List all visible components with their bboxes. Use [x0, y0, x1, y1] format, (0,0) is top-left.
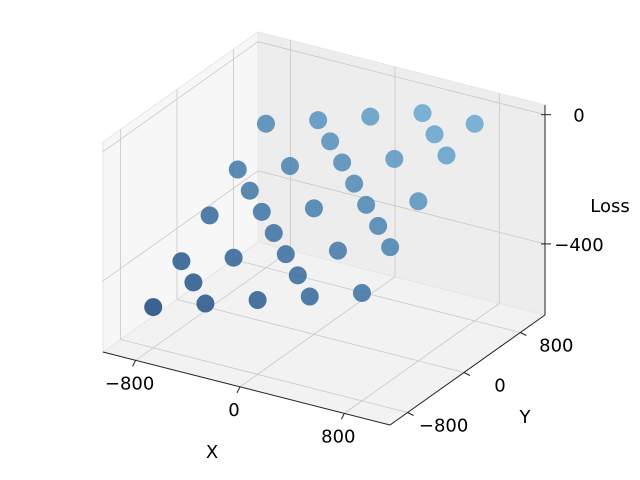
- data-point: [425, 125, 444, 144]
- data-point: [437, 146, 456, 165]
- z-tick-label: −400: [554, 235, 603, 256]
- y-tick: [520, 332, 527, 336]
- grid-line: [344, 303, 500, 414]
- data-point: [248, 291, 267, 310]
- data-point: [345, 174, 364, 193]
- grid-line: [102, 170, 259, 282]
- data-point: [172, 252, 191, 271]
- data-point: [381, 238, 400, 257]
- z-tick-label: 0: [573, 106, 584, 127]
- x-axis-label: X: [206, 442, 218, 463]
- y-tick-label: 800: [539, 336, 573, 357]
- y-tick-label: −800: [419, 416, 468, 437]
- x-tick-label: 0: [228, 400, 239, 421]
- grid-line: [102, 41, 259, 153]
- data-point: [361, 107, 380, 126]
- data-point: [280, 157, 299, 176]
- grid-line: [233, 259, 521, 333]
- data-point: [276, 245, 295, 264]
- data-point: [465, 114, 484, 133]
- data-point: [385, 149, 404, 168]
- data-point: [228, 160, 247, 179]
- x-tick-label: 800: [321, 426, 355, 447]
- panes: [101, 31, 547, 426]
- data-point: [309, 111, 328, 130]
- data-point: [369, 216, 388, 235]
- data-point: [321, 132, 340, 151]
- grid-line: [257, 170, 546, 245]
- y-tick: [463, 372, 471, 376]
- y-axis: [389, 314, 546, 426]
- data-point: [328, 241, 347, 260]
- y-tick-label: 0: [494, 376, 505, 397]
- grid-line: [257, 41, 546, 116]
- data-point: [413, 104, 432, 123]
- data-point: [409, 192, 428, 211]
- x-tick: [340, 413, 345, 420]
- data-point: [196, 294, 215, 313]
- data-point: [240, 181, 259, 200]
- data-point: [224, 248, 243, 267]
- y-axis-label: Y: [519, 407, 532, 428]
- data-point: [300, 287, 319, 306]
- x-tick: [132, 360, 137, 367]
- data-point: [256, 114, 275, 133]
- data-point: [252, 202, 271, 221]
- axes: −800 0 800 −800 0 800 −400 0: [102, 105, 604, 447]
- data-point: [144, 298, 163, 317]
- x-tick-label: −800: [105, 373, 154, 394]
- data-point: [304, 199, 323, 218]
- x-axis: [102, 351, 391, 426]
- grid-line: [120, 339, 408, 413]
- data-point: [264, 224, 283, 243]
- grid-line: [176, 299, 465, 373]
- z-axis-label: Loss: [590, 196, 629, 217]
- data-point: [184, 273, 203, 292]
- data-point: [288, 266, 307, 285]
- data-point: [333, 153, 352, 172]
- data-point: [352, 283, 371, 302]
- data-point: [357, 195, 376, 214]
- x-tick: [236, 386, 241, 394]
- points: [144, 104, 484, 317]
- data-point: [200, 206, 219, 225]
- y-tick: [407, 412, 414, 416]
